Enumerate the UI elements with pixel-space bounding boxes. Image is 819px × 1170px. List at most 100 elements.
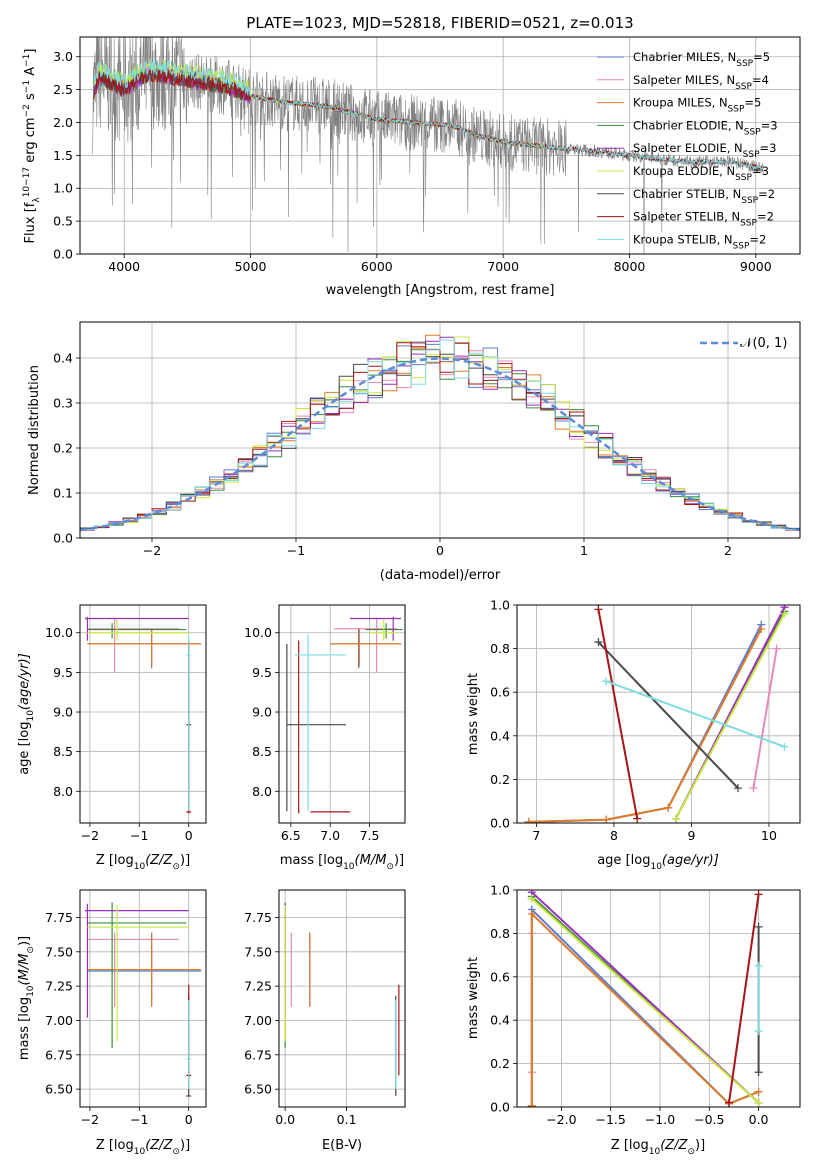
legend-entry: Chabrier STELIB, NSSP=2 xyxy=(633,187,775,206)
x-tick-label: −0.5 xyxy=(694,1112,724,1127)
ssp-marker xyxy=(780,742,789,751)
y-tick-label: 1.0 xyxy=(490,598,510,613)
y-tick-label: 0.0 xyxy=(490,816,510,831)
x-tick-label: 7000 xyxy=(487,259,519,274)
ssp-marker xyxy=(671,814,680,823)
legend-entry-part: Kroupa STELIB, N xyxy=(633,232,733,246)
x-axis-label: Z [log10(Z/Z⊙)] xyxy=(96,853,190,872)
x-axis-label-part: mass [log xyxy=(280,853,343,868)
y-axis-label-part: ⊙ xyxy=(26,946,36,954)
y-tick-label: 6.75 xyxy=(244,1047,272,1062)
legend-entry-part: =3 xyxy=(760,141,777,155)
ssp-marker xyxy=(749,784,758,793)
y-tick-label: 0.8 xyxy=(490,641,510,656)
chart-title: PLATE=1023, MJD=52818, FIBERID=0521, z=0… xyxy=(246,14,633,32)
axes-frame xyxy=(516,889,801,1108)
age-mass-point xyxy=(330,628,402,669)
y-axis-label-part: −1 xyxy=(22,54,32,67)
mass-Z-point xyxy=(84,903,189,1018)
x-axis-label: age [log10(age/yr)] xyxy=(597,853,719,872)
x-axis-label-part: ⊙ xyxy=(687,1147,695,1157)
legend-entry: Salpeter STELIB, NSSP=2 xyxy=(633,210,774,229)
legend-entry-part: =5 xyxy=(744,96,761,110)
y-tick-label: 0.3 xyxy=(53,396,73,411)
ssp-marker xyxy=(594,605,603,614)
x-axis-label-part: ⊙ xyxy=(172,862,180,872)
panel-mass-vs-Z: −2 −1 06.506.757.007.257.507.75Z [log10(Z/… xyxy=(17,889,207,1157)
y-tick-label: 0.8 xyxy=(490,926,510,941)
x-tick-label: 10 xyxy=(761,828,777,843)
legend-entry-part: SSP xyxy=(736,59,753,69)
y-axis-label-part: )] xyxy=(17,936,32,946)
x-axis-label: mass [log10(M/M⊙)] xyxy=(280,853,404,872)
panel-residuals: −2 −1 0 1 2 0.0 0.1 0.2 0.3 0.4 (data-model)/error… xyxy=(27,321,801,583)
plot-area xyxy=(84,616,202,814)
age-mass-point xyxy=(294,634,346,812)
y-tick-label: 8.5 xyxy=(252,744,272,759)
age-mass-point xyxy=(349,616,402,641)
x-axis-label-part: 10 xyxy=(649,1147,661,1157)
x-axis-label-part: (M/M xyxy=(355,853,387,868)
ssp-marker xyxy=(527,909,536,918)
x-tick-label: 7.0 xyxy=(320,828,340,843)
legend-entry-part: SSP xyxy=(735,82,752,92)
ssp-marker xyxy=(602,815,611,823)
y-axis-label-part: age [log xyxy=(17,722,32,775)
age-Z-point xyxy=(84,616,189,641)
legend-entry: 𝒩(0, 1) xyxy=(740,336,787,351)
legend-entry: Kroupa STELIB, NSSP=2 xyxy=(633,232,766,251)
x-axis-label-part: (Z/Z xyxy=(660,1138,688,1153)
ssp-line-5 xyxy=(531,897,760,1104)
legend-entry-part: =2 xyxy=(758,187,775,201)
y-tick-label: 10.0 xyxy=(244,625,272,640)
x-axis-label-part: ⊙ xyxy=(386,862,394,872)
legend-entry-part: Kroupa ELODIE, N xyxy=(633,164,735,178)
x-tick-label: 6000 xyxy=(361,259,393,274)
x-axis-label: E(B-V) xyxy=(322,1138,362,1153)
x-tick-label: −1 xyxy=(287,543,305,558)
x-axis-label-part: Z [log xyxy=(96,1138,134,1153)
ssp-marker xyxy=(754,922,763,931)
y-axis-label-part: Flux [f xyxy=(23,202,38,243)
ssp-marker xyxy=(594,638,603,647)
y-axis-label-part: 10 xyxy=(26,985,36,997)
x-tick-label: 6.5 xyxy=(281,828,301,843)
age-mass-point xyxy=(298,640,350,814)
x-axis-label-part: (age/yr)] xyxy=(662,853,719,868)
x-tick-label: 0 xyxy=(436,543,444,558)
legend-entry-part: SSP xyxy=(728,105,745,115)
x-tick-label: 4000 xyxy=(108,259,140,274)
ssp-marker xyxy=(527,1101,536,1107)
y-axis-label: Flux [fλ10−17 erg cm−2 s−1 A−1] xyxy=(22,49,42,244)
legend-entry-part: =5 xyxy=(753,50,770,64)
y-tick-label: 1.0 xyxy=(490,883,510,898)
y-tick-label: 0.1 xyxy=(53,486,73,501)
legend-entry: Chabrier MILES, NSSP=5 xyxy=(633,50,770,69)
grid xyxy=(279,890,405,1107)
legend-entry-part: SSP xyxy=(741,196,758,206)
age-mass-point xyxy=(334,618,398,673)
y-tick-label: 1.5 xyxy=(53,148,73,163)
x-axis-label-part: 10 xyxy=(134,862,146,872)
y-tick-label: 0.6 xyxy=(490,685,510,700)
x-tick-label: −2 xyxy=(81,828,99,843)
legend-entry-part: Salpeter ELODIE, N xyxy=(633,141,743,155)
x-tick-label: 0.0 xyxy=(275,1112,295,1127)
y-axis-label: age [log10(age/yr)] xyxy=(17,653,36,775)
ssp-line-7 xyxy=(728,894,760,1103)
x-tick-label: −1 xyxy=(130,1112,148,1127)
ssp-marker xyxy=(754,890,763,899)
x-axis-label-part: age [log xyxy=(597,853,650,868)
axes-frame xyxy=(79,604,207,824)
legend-entry-part: Kroupa MILES, N xyxy=(633,96,728,110)
axes-frame xyxy=(278,889,406,1108)
legend-entry-part: SSP xyxy=(740,219,757,229)
y-tick-label: 9.5 xyxy=(252,665,272,680)
y-axis-label: mass [log10(M/M⊙)] xyxy=(17,936,36,1060)
observed-spectrum xyxy=(92,37,764,254)
mass-Z-point xyxy=(186,999,192,1090)
panel-spectrum: 4000 5000 6000 7000 8000 9000 0.0 0.5 1.0 1.5 2.0 2… xyxy=(22,14,801,298)
ssp-marker xyxy=(602,677,611,686)
axes-frame xyxy=(79,889,207,1108)
